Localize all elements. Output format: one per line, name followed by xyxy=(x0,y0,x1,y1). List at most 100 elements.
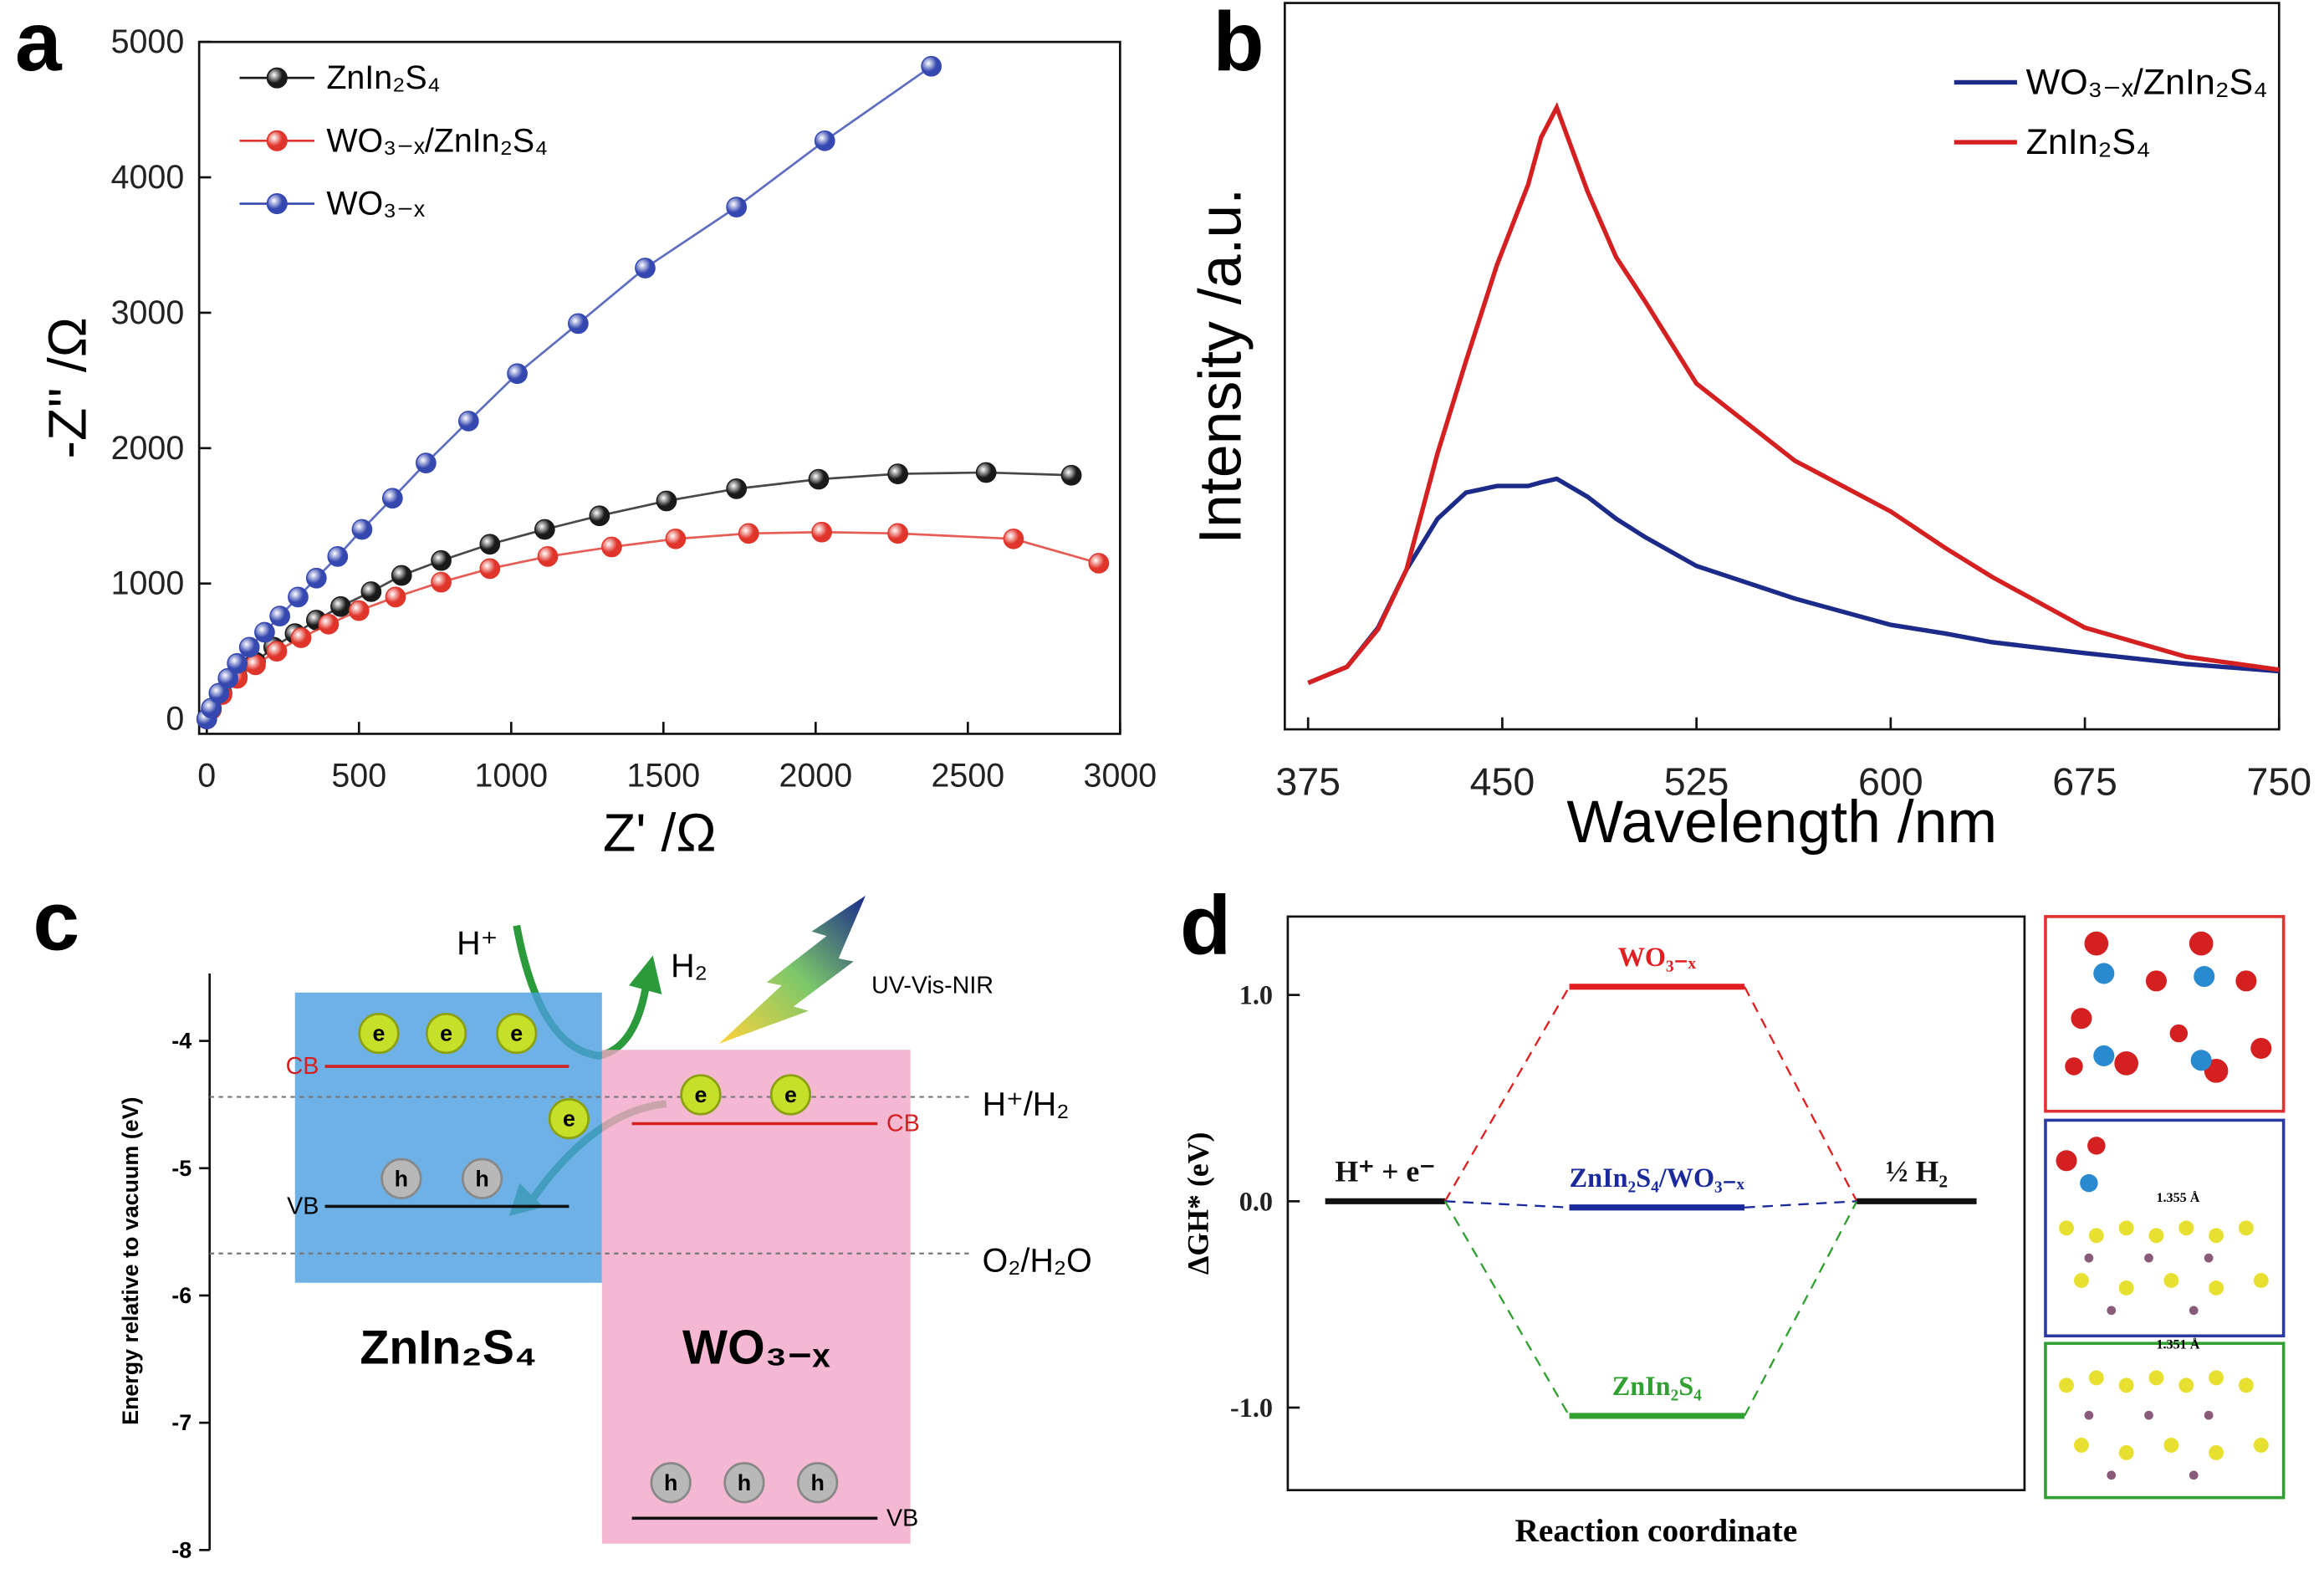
data-point xyxy=(589,505,610,527)
data-point xyxy=(811,521,832,543)
data-point xyxy=(318,613,340,635)
light-label: UV-Vis-NIR xyxy=(871,972,993,999)
data-point xyxy=(507,363,528,385)
data-point xyxy=(537,545,559,567)
electron-label: e xyxy=(510,1021,523,1046)
level-label: ZnIn₂S₄ xyxy=(1612,1371,1702,1401)
data-point xyxy=(381,488,403,509)
hole xyxy=(381,1158,422,1199)
x-tick-label: 0 xyxy=(197,758,216,795)
data-point xyxy=(887,463,908,484)
y-tick-label: 3000 xyxy=(111,294,185,331)
data-point xyxy=(431,571,452,593)
level-label: ½ H₂ xyxy=(1886,1155,1948,1188)
x-tick-label: 500 xyxy=(331,758,386,795)
x-tick-label: 2500 xyxy=(932,758,1005,795)
electron-label: e xyxy=(695,1082,707,1107)
electron xyxy=(769,1074,812,1116)
connector xyxy=(1444,1200,1570,1209)
hole xyxy=(461,1158,503,1199)
electron-label: e xyxy=(373,1021,386,1046)
panel-label: b xyxy=(1213,0,1264,89)
hole-label: h xyxy=(810,1470,824,1495)
plot-frame xyxy=(1286,915,2026,1492)
data-point xyxy=(814,130,835,151)
x-axis-label: Reaction coordinate xyxy=(1514,1512,1797,1549)
data-point xyxy=(1003,528,1024,549)
y-axis-label: -Z'' /Ω xyxy=(38,317,98,458)
data-point xyxy=(290,627,312,648)
level-label: H⁺ + e⁻ xyxy=(1335,1155,1435,1188)
x-axis-label: Z' /Ω xyxy=(603,803,717,863)
data-point xyxy=(656,490,677,512)
hole-label: h xyxy=(738,1470,751,1495)
data-point xyxy=(601,536,622,558)
x-tick-label: 1000 xyxy=(474,758,548,795)
data-point xyxy=(227,652,248,674)
vb-label: VB xyxy=(886,1505,918,1531)
plot-frame xyxy=(197,40,1121,735)
data-point xyxy=(726,478,748,499)
data-point xyxy=(269,606,290,626)
data-point xyxy=(305,567,327,589)
atoms-zn-in xyxy=(2084,1253,2214,1480)
data-point xyxy=(1060,464,1082,486)
data-point xyxy=(245,654,266,676)
hole-label: h xyxy=(395,1166,408,1191)
series-line xyxy=(1307,476,2280,686)
data-point xyxy=(635,258,656,279)
data-point xyxy=(1088,553,1110,574)
reference-label: O₂/H₂O xyxy=(983,1243,1092,1280)
cb-label: CB xyxy=(286,1053,319,1080)
data-point xyxy=(327,545,349,567)
panel-label: c xyxy=(33,874,79,968)
series-line xyxy=(1307,101,2280,686)
data-point xyxy=(330,595,351,617)
structure-box xyxy=(2044,1341,2286,1500)
cb-label: CB xyxy=(886,1111,920,1137)
material-label: ZnIn₂S₄ xyxy=(360,1321,537,1375)
y-axis-label: Intensity /a.u. xyxy=(1187,188,1254,544)
y-tick-label: 4000 xyxy=(111,159,185,196)
y-tick-label: 1000 xyxy=(111,565,185,602)
hole xyxy=(650,1462,692,1504)
x-tick-label: 600 xyxy=(1858,760,1923,804)
legend-marker xyxy=(266,67,288,89)
data-point xyxy=(391,565,412,586)
plot-frame xyxy=(1283,2,2281,731)
structures xyxy=(2044,915,2286,1500)
data-point xyxy=(266,641,288,662)
y-tick-label: 5000 xyxy=(111,23,185,60)
hole-label: h xyxy=(664,1470,677,1495)
y-tick-label: -4 xyxy=(171,1029,192,1054)
data-point xyxy=(738,523,759,544)
data-point xyxy=(887,523,908,544)
electron-label: e xyxy=(784,1082,797,1107)
electron xyxy=(680,1074,722,1116)
product-label: H₂ xyxy=(671,948,707,984)
x-tick-label: 2000 xyxy=(779,758,853,795)
data-point xyxy=(726,197,748,218)
y-axis-label: Energy relative to vacuum (eV) xyxy=(118,1097,143,1425)
data-point xyxy=(431,549,452,571)
data-point xyxy=(348,600,370,621)
electron xyxy=(548,1098,590,1140)
data-point xyxy=(238,636,260,658)
data-point xyxy=(385,586,406,608)
y-tick-label: -6 xyxy=(171,1283,192,1308)
hole xyxy=(797,1462,839,1504)
x-tick-label: 3000 xyxy=(1084,758,1157,795)
y-tick-label: -7 xyxy=(171,1410,192,1435)
connector xyxy=(1744,1200,1858,1417)
connector xyxy=(1744,986,1858,1202)
connector xyxy=(1744,1200,1857,1209)
legend-label: ZnIn₂S₄ xyxy=(326,59,440,96)
y-tick-label: -5 xyxy=(171,1156,192,1181)
y-tick-label: -8 xyxy=(171,1537,192,1562)
electron-label: e xyxy=(563,1106,575,1132)
legend-marker xyxy=(266,192,288,215)
data-point xyxy=(921,55,942,77)
light-bolt xyxy=(718,895,866,1045)
